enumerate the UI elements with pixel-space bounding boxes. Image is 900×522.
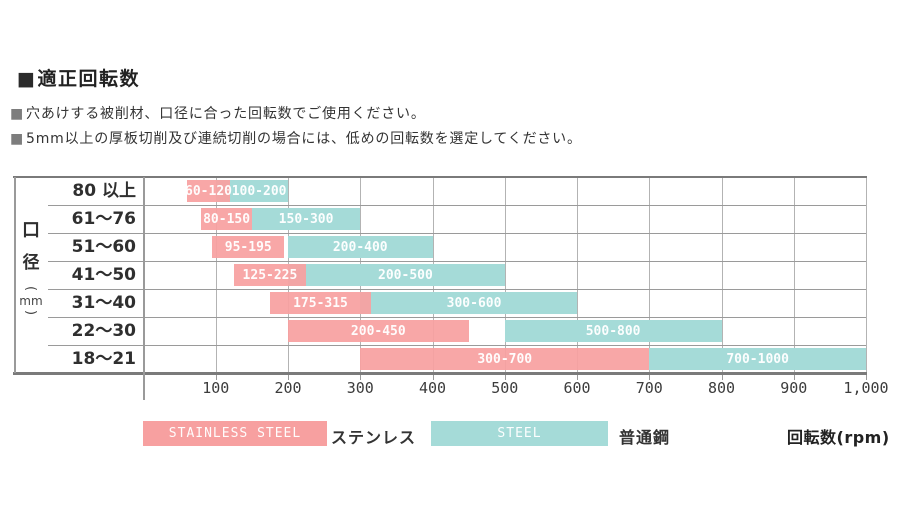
bar-steel bbox=[215, 180, 288, 202]
bar-label-steel: 200-400 bbox=[332, 240, 388, 255]
axis-tick bbox=[721, 375, 723, 380]
bar-label-steel: 100-200 bbox=[231, 184, 287, 199]
bar-steel bbox=[288, 236, 433, 258]
row-label: 22〜30 bbox=[71, 321, 136, 341]
bar-steel bbox=[288, 264, 505, 286]
row-divider bbox=[48, 289, 866, 290]
x-tick-label: 1,000 bbox=[843, 379, 889, 397]
bar-label-steel: 200-500 bbox=[378, 268, 433, 283]
y-axis-line bbox=[142, 177, 145, 400]
x-tick-label: 800 bbox=[707, 379, 736, 397]
row-divider bbox=[48, 317, 866, 318]
axis-tick bbox=[288, 375, 289, 380]
bar-label-steel: 500-800 bbox=[585, 324, 641, 339]
row-divider bbox=[48, 205, 866, 206]
chart-left-border bbox=[14, 177, 16, 373]
row-divider bbox=[48, 233, 866, 234]
bar-label-stainless: 200-450 bbox=[350, 324, 406, 339]
bar-stainless bbox=[201, 208, 252, 230]
gridline bbox=[215, 177, 217, 373]
bar-steel bbox=[360, 292, 577, 314]
legend-swatch-steel: STEEL bbox=[431, 421, 608, 446]
bar-label-steel: 700-1000 bbox=[726, 352, 789, 367]
bar-label-stainless: 95-195 bbox=[224, 240, 272, 255]
bar-stainless bbox=[212, 236, 285, 258]
bar-stainless bbox=[360, 348, 650, 370]
gridline bbox=[866, 177, 867, 373]
legend-label-stainless-jp: ステンレス bbox=[331, 428, 417, 447]
note-text-2: 5mm以上の厚板切削及び連続切削の場合には、低めの回転数を選定してください。 bbox=[26, 131, 582, 147]
bar-label-steel: 300-600 bbox=[446, 296, 502, 311]
row-label: 61〜76 bbox=[71, 209, 136, 229]
row-label: 41〜50 bbox=[71, 265, 136, 285]
bar-label-stainless: 300-700 bbox=[477, 352, 533, 367]
row-label: 31〜40 bbox=[71, 293, 136, 313]
x-tick-label: 500 bbox=[491, 379, 519, 397]
gridline bbox=[721, 177, 723, 373]
gridline bbox=[504, 177, 506, 373]
bar-steel bbox=[504, 320, 722, 342]
y-axis-label-diameter: 口 径 ( mm ) bbox=[17, 221, 45, 317]
note-bullet-icon: ■ bbox=[10, 131, 25, 147]
chart-top-border bbox=[13, 176, 867, 178]
bar-stainless bbox=[233, 264, 307, 286]
axis-tick bbox=[432, 375, 434, 380]
bar-steel bbox=[251, 208, 361, 230]
note-line-1: ■ 穴あけする被削材、口径に合った回転数でご使用ください。 bbox=[10, 103, 426, 123]
gridline bbox=[577, 177, 578, 373]
x-tick-label: 300 bbox=[346, 379, 374, 397]
axis-tick bbox=[793, 375, 795, 380]
y-axis-unit: mm bbox=[19, 294, 43, 308]
title-bullet-icon: ■ bbox=[17, 68, 37, 90]
gridline bbox=[649, 177, 651, 373]
page-title-text: 適正回転数 bbox=[37, 68, 140, 90]
row-label: 80 以上 bbox=[72, 181, 136, 201]
note-text-1: 穴あけする被削材、口径に合った回転数でご使用ください。 bbox=[26, 106, 426, 122]
bar-label-stainless: 125-225 bbox=[242, 268, 298, 283]
row-divider bbox=[48, 261, 866, 262]
row-divider bbox=[48, 345, 866, 346]
bar-label-stainless: 175-315 bbox=[293, 296, 348, 311]
note-line-2: ■ 5mm以上の厚板切削及び連続切削の場合には、低めの回転数を選定してください。 bbox=[10, 128, 582, 148]
y-axis-char-1: 口 bbox=[22, 220, 40, 241]
x-tick-label: 100 bbox=[202, 379, 230, 397]
x-tick-label: 600 bbox=[563, 379, 591, 397]
y-axis-char-2: 径 bbox=[22, 253, 40, 273]
note-bullet-icon: ■ bbox=[10, 106, 25, 122]
y-axis-paren-open: ( bbox=[23, 285, 39, 292]
y-axis-paren-close: ) bbox=[23, 309, 39, 316]
legend-label-steel-jp: 普通鋼 bbox=[619, 428, 671, 447]
axis-tick bbox=[649, 375, 651, 380]
page-title: ■適正回転数 bbox=[17, 64, 140, 91]
row-label: 18〜21 bbox=[71, 349, 136, 369]
axis-tick bbox=[360, 375, 362, 380]
chart-bottom-border bbox=[13, 372, 867, 375]
axis-tick bbox=[215, 375, 217, 380]
x-axis-unit-label: 回転数(rpm) bbox=[787, 428, 890, 447]
gridline bbox=[793, 177, 795, 373]
x-tick-label: 700 bbox=[635, 379, 663, 397]
x-tick-label: 400 bbox=[418, 379, 447, 397]
x-tick-label: 900 bbox=[780, 379, 808, 397]
bar-stainless bbox=[186, 180, 231, 202]
bar-label-steel: 150-300 bbox=[278, 212, 334, 227]
axis-tick bbox=[866, 375, 867, 380]
bar-stainless bbox=[288, 320, 469, 342]
bar-stainless bbox=[269, 292, 372, 314]
x-tick-label: 200 bbox=[274, 379, 302, 397]
bar-label-stainless: 60-120 bbox=[185, 184, 232, 199]
row-label: 51〜60 bbox=[71, 237, 136, 257]
bar-steel bbox=[649, 348, 866, 370]
axis-tick bbox=[504, 375, 506, 380]
bar-label-stainless: 80-150 bbox=[203, 212, 251, 227]
axis-tick bbox=[577, 375, 578, 380]
legend-swatch-stainless-steel: STAINLESS STEEL bbox=[143, 421, 327, 446]
